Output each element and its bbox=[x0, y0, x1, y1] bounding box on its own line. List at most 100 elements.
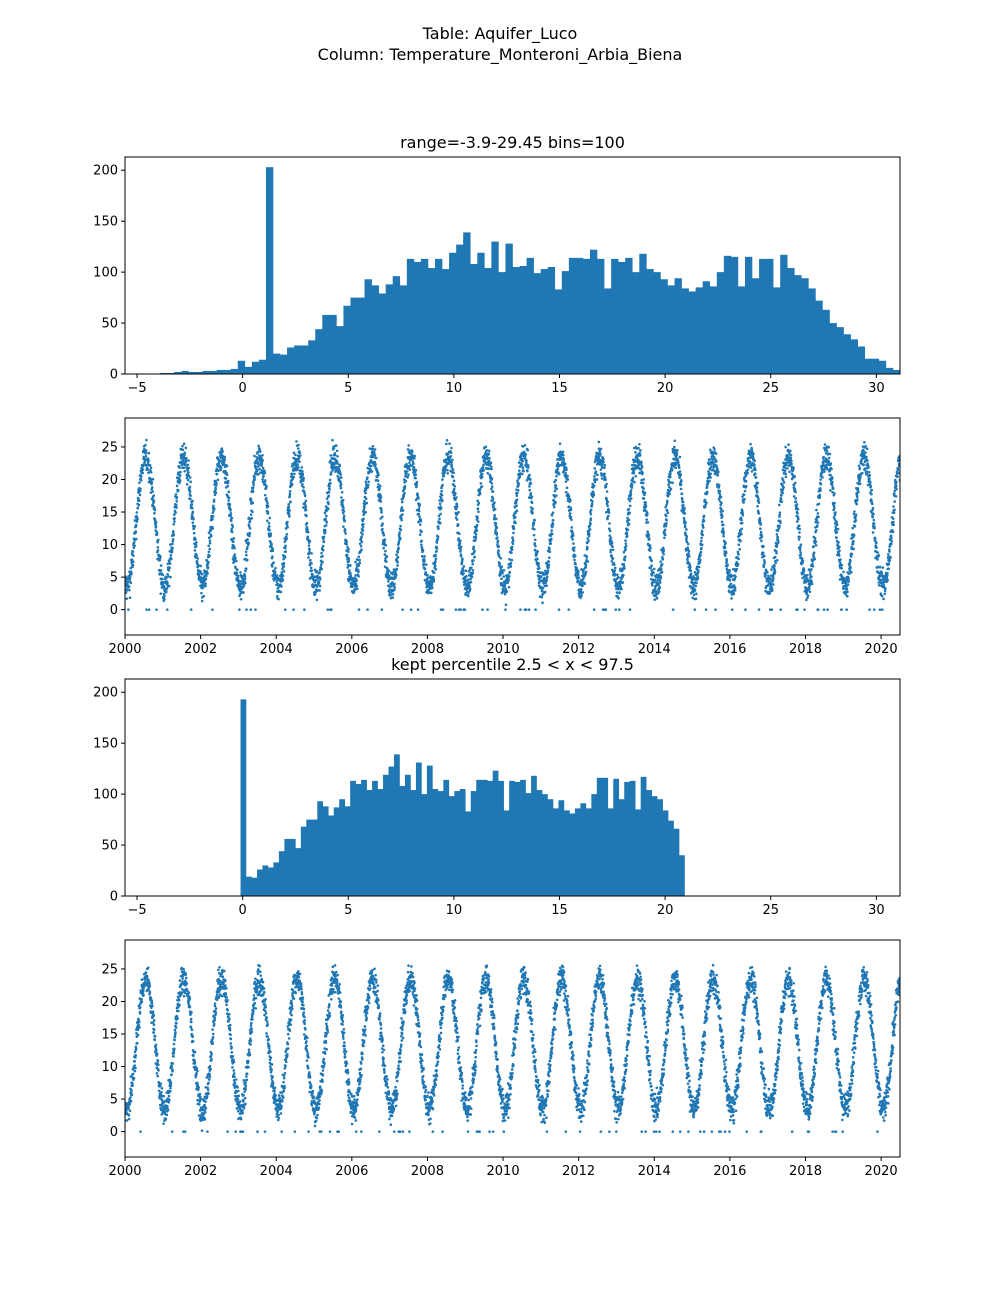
data-point bbox=[262, 474, 265, 478]
data-point bbox=[668, 475, 672, 479]
data-point bbox=[533, 527, 536, 531]
data-point bbox=[526, 448, 529, 452]
data-point bbox=[719, 495, 723, 499]
data-point bbox=[584, 570, 588, 574]
data-point bbox=[412, 462, 415, 466]
data-point bbox=[537, 564, 540, 568]
data-point bbox=[783, 466, 787, 469]
data-point bbox=[849, 555, 853, 558]
histogram-bar bbox=[737, 286, 746, 374]
data-point bbox=[422, 562, 425, 566]
data-point bbox=[469, 577, 472, 581]
data-point bbox=[810, 575, 813, 578]
data-point bbox=[763, 561, 767, 564]
data-point bbox=[189, 608, 193, 611]
data-point bbox=[844, 581, 848, 584]
data-point bbox=[362, 508, 366, 511]
data-point bbox=[446, 471, 450, 475]
data-point bbox=[261, 466, 265, 470]
data-point bbox=[832, 506, 836, 510]
data-point bbox=[129, 566, 133, 570]
data-point bbox=[624, 542, 628, 545]
data-point bbox=[211, 517, 214, 521]
data-point bbox=[590, 505, 594, 508]
data-point bbox=[471, 571, 475, 575]
x-tick-label: 15 bbox=[551, 381, 568, 396]
data-point bbox=[247, 524, 251, 528]
x-tick-label: 20 bbox=[657, 381, 674, 396]
data-point bbox=[665, 518, 669, 522]
data-point bbox=[268, 516, 272, 520]
data-point bbox=[450, 461, 454, 464]
data-point bbox=[456, 522, 460, 526]
data-point bbox=[162, 592, 166, 596]
data-point bbox=[658, 586, 662, 589]
data-point bbox=[547, 563, 551, 567]
data-point bbox=[738, 547, 742, 551]
data-point bbox=[435, 549, 438, 553]
data-point bbox=[729, 582, 733, 586]
data-point bbox=[268, 528, 271, 532]
data-point bbox=[678, 470, 682, 473]
data-point bbox=[874, 541, 878, 544]
data-point bbox=[870, 488, 874, 492]
data-point bbox=[450, 466, 454, 469]
data-point bbox=[455, 496, 458, 499]
data-point bbox=[515, 509, 519, 513]
data-point bbox=[696, 574, 700, 578]
data-point bbox=[714, 608, 717, 611]
data-point bbox=[343, 529, 347, 532]
data-point bbox=[538, 566, 541, 570]
data-point bbox=[430, 582, 434, 586]
histogram-bar bbox=[780, 254, 788, 374]
data-point bbox=[131, 560, 135, 564]
data-point bbox=[357, 608, 361, 611]
data-point bbox=[525, 459, 528, 462]
data-point bbox=[234, 556, 237, 560]
data-point bbox=[377, 473, 380, 477]
data-point bbox=[248, 527, 252, 530]
data-point bbox=[150, 497, 154, 501]
data-point bbox=[215, 472, 219, 476]
data-point bbox=[503, 585, 507, 588]
data-point bbox=[648, 544, 652, 547]
data-point bbox=[162, 584, 166, 588]
data-point bbox=[624, 539, 627, 542]
data-point bbox=[624, 544, 628, 548]
data-point bbox=[135, 537, 138, 541]
data-point bbox=[488, 467, 491, 471]
data-point bbox=[461, 568, 465, 572]
data-point bbox=[773, 555, 777, 559]
data-point bbox=[533, 542, 537, 545]
data-point bbox=[347, 559, 351, 563]
data-point bbox=[683, 506, 686, 510]
data-point bbox=[308, 539, 312, 543]
data-point bbox=[361, 529, 365, 532]
data-point bbox=[846, 594, 849, 598]
data-point bbox=[474, 533, 478, 536]
data-point bbox=[664, 514, 668, 518]
data-point bbox=[266, 512, 270, 515]
histogram-bar bbox=[829, 323, 837, 374]
data-point bbox=[697, 565, 701, 569]
data-point bbox=[345, 555, 349, 559]
data-point bbox=[550, 529, 554, 532]
data-point bbox=[452, 471, 455, 475]
data-point bbox=[713, 448, 716, 451]
data-point bbox=[761, 551, 765, 555]
data-point bbox=[826, 608, 829, 611]
data-point bbox=[340, 496, 343, 499]
data-point bbox=[835, 523, 839, 527]
data-point bbox=[310, 552, 313, 555]
data-point bbox=[864, 451, 867, 454]
data-point bbox=[480, 475, 484, 479]
data-point bbox=[873, 526, 876, 530]
data-point bbox=[515, 494, 519, 497]
data-point bbox=[682, 516, 686, 520]
data-point bbox=[715, 464, 718, 468]
data-point bbox=[328, 488, 331, 491]
data-point bbox=[384, 544, 388, 547]
histogram-bar bbox=[315, 329, 323, 374]
data-point bbox=[301, 483, 304, 486]
data-point bbox=[728, 579, 732, 582]
